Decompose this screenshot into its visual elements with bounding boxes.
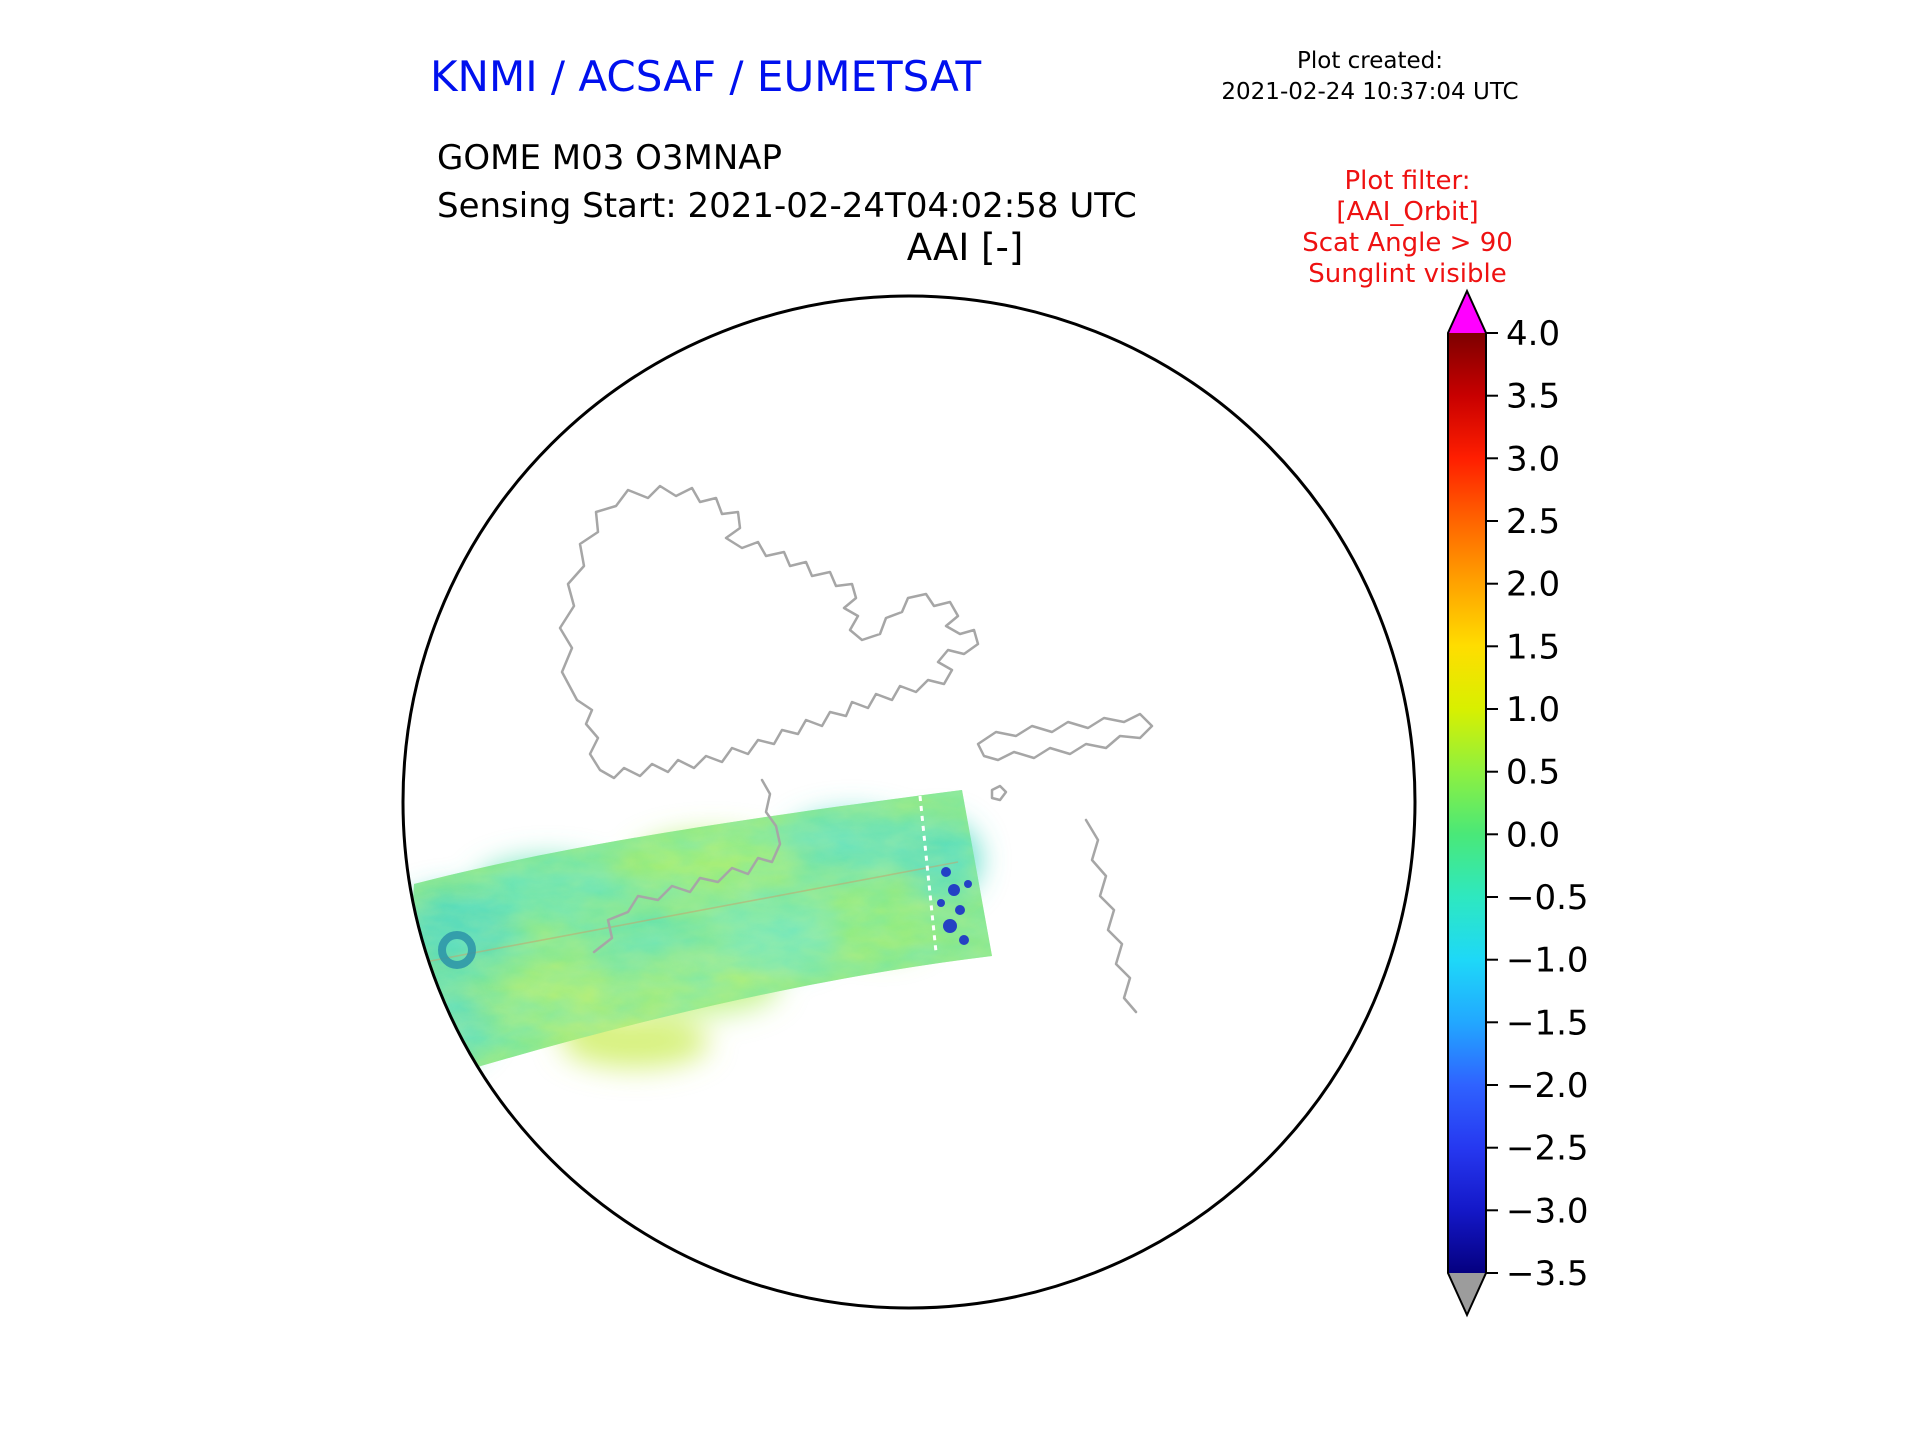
coastline-ice-edge — [592, 778, 782, 954]
plot-created: Plot created: 2021-02-24 10:37:04 UTC — [1195, 46, 1545, 108]
island-top-small — [520, 304, 562, 344]
colorbar-tick-marks — [1486, 332, 1498, 1274]
colorbar-under-arrow — [1448, 1273, 1486, 1315]
colorbar: 4.0 3.5 3.0 2.5 2.0 1.5 1.0 0.5 0.0 −0.5… — [1447, 288, 1589, 1318]
colorbar-tick-label: 2.5 — [1506, 502, 1560, 542]
swath-scanline — [424, 861, 959, 963]
coastline-antarctica — [558, 484, 980, 780]
colorbar-tick-label: −0.5 — [1506, 878, 1589, 918]
colorbar-tick-labels: 4.0 3.5 3.0 2.5 2.0 1.5 1.0 0.5 0.0 −0.5… — [1506, 314, 1589, 1294]
sensing-start-label: Sensing Start: 2021-02-24T04:02:58 UTC — [437, 186, 1137, 226]
colorbar-tick-label: 1.0 — [1506, 690, 1560, 730]
plot-filter-line: Scat Angle > 90 — [1302, 228, 1513, 258]
colorbar-tick-label: 3.5 — [1506, 377, 1560, 417]
swath-dashed-divider — [918, 795, 938, 953]
plot-title: AAI [-] — [906, 226, 1024, 269]
plot-filter-note: Plot filter: [AAI_Orbit] Scat Angle > 90… — [1235, 166, 1580, 290]
island-top-long — [678, 296, 712, 332]
colorbar-tick-label: −1.5 — [1506, 1003, 1589, 1043]
swath-dark-eddy — [438, 931, 476, 969]
swath-dark-blue-pixels — [937, 867, 972, 945]
colorbar-tick-label: −1.0 — [1506, 941, 1589, 981]
colorbar-tick-label: 0.0 — [1506, 815, 1560, 855]
colorbar-tick-label: −2.0 — [1506, 1066, 1589, 1106]
colorbar-tick-label: −3.0 — [1506, 1191, 1589, 1231]
colorbar-tick-label: 3.0 — [1506, 439, 1560, 479]
coastline-tail — [1084, 818, 1138, 1014]
colorbar-gradient — [1448, 333, 1486, 1273]
plot-created-label: Plot created: — [1296, 48, 1444, 74]
plot-filter-line: Plot filter: — [1344, 166, 1471, 196]
plot-created-timestamp: 2021-02-24 10:37:04 UTC — [1221, 79, 1519, 105]
agency-title: KNMI / ACSAF / EUMETSAT — [430, 52, 982, 101]
plot-filter-line: Sunglint visible — [1308, 259, 1507, 289]
product-name: GOME M03 O3MNAP — [437, 138, 783, 178]
colorbar-tick-label: −2.5 — [1506, 1129, 1589, 1169]
colorbar-tick-label: 2.0 — [1506, 565, 1560, 605]
colorbar-tick-label: 4.0 — [1506, 314, 1560, 354]
colorbar-tick-label: 1.5 — [1506, 627, 1560, 667]
plot-filter-line: [AAI_Orbit] — [1336, 197, 1479, 227]
polar-map — [403, 296, 1154, 1090]
island-right-small — [990, 784, 1008, 802]
map-boundary-circle — [401, 294, 1417, 1310]
colorbar-tick-label: 0.5 — [1506, 753, 1560, 793]
coastline-south-america — [976, 712, 1154, 762]
colorbar-over-arrow — [1448, 291, 1486, 333]
colorbar-tick-label: −3.5 — [1506, 1254, 1589, 1294]
